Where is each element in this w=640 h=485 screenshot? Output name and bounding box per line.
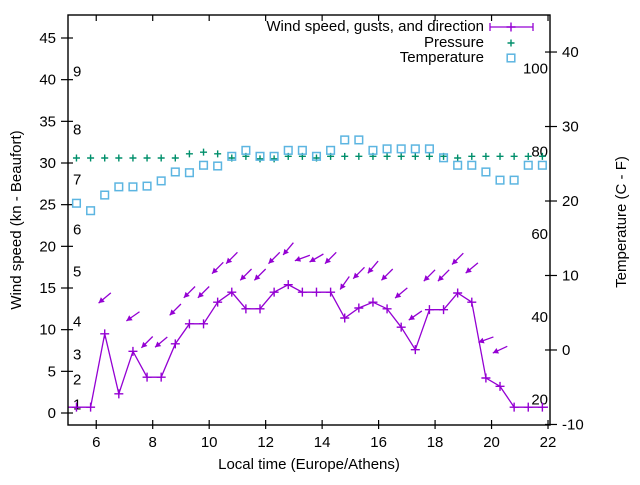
plot-border bbox=[67, 14, 551, 426]
left-axis-title: Wind speed (kn - Beaufort) bbox=[8, 130, 25, 309]
svg-text:40: 40 bbox=[562, 44, 579, 61]
svg-text:40: 40 bbox=[39, 72, 56, 89]
svg-text:10: 10 bbox=[562, 267, 579, 284]
svg-text:20: 20 bbox=[39, 238, 56, 255]
svg-text:18: 18 bbox=[427, 434, 444, 451]
svg-text:35: 35 bbox=[39, 113, 56, 130]
svg-text:100: 100 bbox=[523, 61, 548, 78]
svg-text:25: 25 bbox=[39, 197, 56, 214]
svg-text:0: 0 bbox=[48, 405, 56, 422]
wind-speed-series bbox=[68, 280, 549, 412]
svg-text:10: 10 bbox=[39, 322, 56, 339]
svg-text:60: 60 bbox=[531, 226, 548, 243]
right-axis-ticks: -10 0 10 20 30 40 bbox=[545, 44, 584, 433]
x-axis-title: Local time (Europe/Athens) bbox=[218, 456, 400, 473]
svg-text:Wind speed, gusts, and directi: Wind speed, gusts, and direction bbox=[266, 18, 484, 35]
svg-text:30: 30 bbox=[562, 119, 579, 136]
svg-text:4: 4 bbox=[73, 313, 81, 330]
beaufort-scale-labels: 1 2 3 4 5 6 7 8 9 bbox=[73, 63, 81, 413]
svg-text:5: 5 bbox=[48, 363, 56, 380]
right-axis-title: Temperature (C - F) bbox=[613, 156, 630, 288]
legend: Wind speed, gusts, and directionPressure… bbox=[266, 18, 534, 66]
svg-text:80: 80 bbox=[531, 143, 548, 160]
svg-text:-10: -10 bbox=[562, 416, 584, 433]
svg-text:20: 20 bbox=[531, 392, 548, 409]
svg-text:8: 8 bbox=[149, 434, 157, 451]
svg-text:20: 20 bbox=[562, 193, 579, 210]
fahrenheit-scale-labels: 20 40 60 80 100 bbox=[523, 61, 548, 409]
svg-text:14: 14 bbox=[314, 434, 331, 451]
x-axis-ticks: 6 8 10 12 14 16 18 20 22 bbox=[92, 15, 556, 451]
svg-text:6: 6 bbox=[92, 434, 100, 451]
svg-text:Pressure: Pressure bbox=[424, 34, 484, 51]
svg-text:40: 40 bbox=[531, 309, 548, 326]
svg-text:6: 6 bbox=[73, 222, 81, 239]
wind-direction-arrows bbox=[98, 242, 508, 354]
svg-text:22: 22 bbox=[540, 434, 557, 451]
svg-text:5: 5 bbox=[73, 263, 81, 280]
svg-text:2: 2 bbox=[73, 372, 81, 389]
svg-text:10: 10 bbox=[201, 434, 218, 451]
pressure-series bbox=[72, 148, 546, 163]
svg-text:3: 3 bbox=[73, 347, 81, 364]
svg-text:Temperature: Temperature bbox=[400, 49, 484, 66]
svg-text:12: 12 bbox=[257, 434, 274, 451]
svg-text:16: 16 bbox=[370, 434, 387, 451]
svg-text:9: 9 bbox=[73, 63, 81, 80]
svg-text:15: 15 bbox=[39, 280, 56, 297]
temperature-series bbox=[71, 135, 547, 216]
svg-text:0: 0 bbox=[562, 342, 570, 359]
svg-text:45: 45 bbox=[39, 30, 56, 47]
svg-text:7: 7 bbox=[73, 172, 81, 189]
left-axis-ticks: 0 5 10 15 20 25 30 35 40 45 bbox=[39, 30, 73, 422]
chart-built-content: 6 8 10 12 14 16 18 20 22051015202530354045-10010… bbox=[39, 14, 584, 451]
svg-text:1: 1 bbox=[73, 397, 81, 414]
svg-text:30: 30 bbox=[39, 155, 56, 172]
svg-text:20: 20 bbox=[483, 434, 500, 451]
svg-text:8: 8 bbox=[73, 122, 81, 139]
